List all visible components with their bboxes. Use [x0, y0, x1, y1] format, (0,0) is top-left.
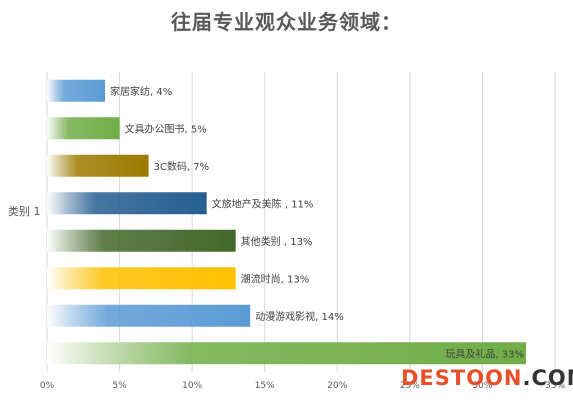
bar [47, 192, 207, 215]
gridlines [46, 72, 556, 372]
x-tick-label: 25% [400, 381, 420, 391]
watermark-part2: .COM [522, 366, 573, 390]
x-axis-ticks: 0% 5% 10% 15% 20% 25% 30% 35% [40, 381, 566, 391]
bar [47, 229, 236, 252]
bar [47, 342, 526, 365]
x-tick-label: 0% [40, 381, 55, 391]
watermark: DESTOON.COM [401, 366, 573, 390]
x-tick-label: 15% [255, 381, 275, 391]
x-tick-label: 10% [182, 381, 202, 391]
bar-data-label: 其他类别 , 13% [241, 235, 313, 248]
bar-data-label: 文具办公图书, 5% [125, 122, 207, 135]
bar-data-label: 玩具及礼品, 33% [445, 347, 524, 360]
bar-data-label: 3C数码, 7% [154, 160, 210, 173]
watermark-part1: DESTOON [401, 366, 523, 390]
bar-data-label: 文旅地产及美陈 , 11% [212, 197, 314, 210]
bar [47, 79, 106, 102]
bar [47, 154, 149, 177]
bars [47, 79, 526, 365]
x-tick-label: 5% [112, 381, 127, 391]
x-tick-label: 35% [545, 381, 565, 391]
bar [47, 304, 251, 327]
bar [47, 267, 236, 290]
x-tick-label: 20% [327, 381, 347, 391]
bar-data-label: 动漫游戏影视, 14% [255, 310, 344, 323]
chart-title: 往届专业观众业务领域： [171, 10, 402, 34]
y-axis-category-label: 类别 1 [8, 204, 41, 218]
bar-data-label: 潮流时尚, 13% [241, 272, 310, 285]
x-tick-label: 30% [472, 381, 492, 391]
bar-labels: 家居家纺, 4% 文具办公图书, 5% 3C数码, 7% 文旅地产及美陈 , 11% 其… [110, 85, 524, 361]
bar-data-label: 家居家纺, 4% [110, 85, 172, 98]
bar [47, 117, 120, 140]
